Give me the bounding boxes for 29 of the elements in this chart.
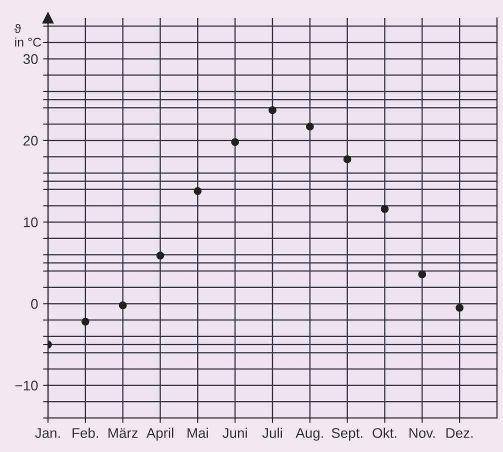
x-tick-label: Juni xyxy=(222,428,247,438)
x-tick-label: Mai xyxy=(188,428,208,438)
x-tick-label: Jan. xyxy=(35,428,60,438)
x-tick-label: März xyxy=(108,428,138,438)
y-tick-label: 0 xyxy=(31,299,38,309)
point xyxy=(306,122,314,131)
x-tick-label: Juli xyxy=(262,428,282,438)
y-axis-title: ϑ in °C xyxy=(14,24,42,47)
y-tick-label: 20 xyxy=(24,136,38,146)
point xyxy=(418,270,426,278)
point xyxy=(343,155,352,164)
point xyxy=(81,318,90,326)
x-tick-label: Feb. xyxy=(72,428,98,438)
point xyxy=(268,106,276,114)
y-tick-label: 30 xyxy=(23,54,38,64)
x-tick-label: Nov. xyxy=(410,428,435,438)
y-tick-label: 10 xyxy=(24,217,38,228)
point xyxy=(380,205,389,213)
x-tick-label: Okt. xyxy=(372,428,396,438)
point xyxy=(194,187,202,196)
point xyxy=(118,301,127,310)
point xyxy=(456,304,464,312)
point xyxy=(231,138,240,146)
x-tick-label: Dez. xyxy=(446,428,473,438)
x-tick-label: April xyxy=(146,428,174,441)
x-tick-label: Sept. xyxy=(332,428,362,441)
y-tick-label: −10 xyxy=(15,380,38,391)
point xyxy=(156,252,164,260)
x-tick-label: Aug. xyxy=(296,428,323,441)
